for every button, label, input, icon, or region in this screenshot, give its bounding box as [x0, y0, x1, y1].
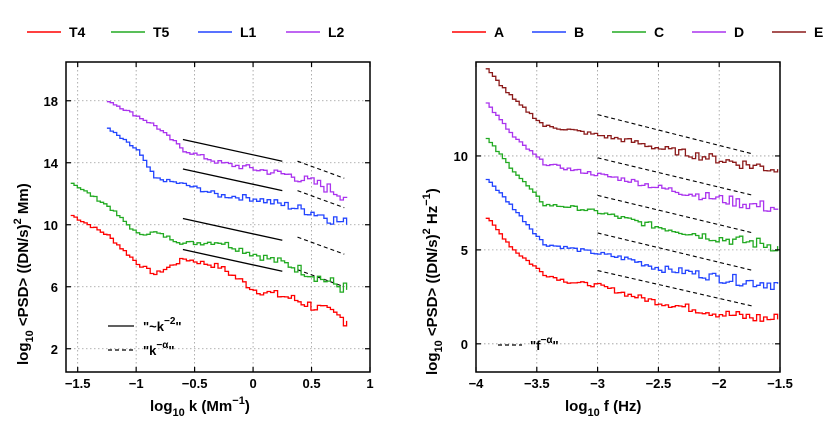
right-legend: A B C D E: [452, 24, 823, 40]
series-line-A: [485, 217, 779, 322]
y-tick-label: 6: [51, 280, 58, 295]
legend-label-T4: T4: [69, 24, 86, 40]
series-line-D: [485, 102, 779, 212]
x-tick-label: −4: [469, 376, 485, 391]
x-tick-label: 1: [366, 376, 373, 391]
dashed-fit-line: [597, 232, 754, 272]
series-line-C: [485, 137, 779, 252]
x-tick-label: −2.5: [646, 376, 672, 391]
legend-label-L2: L2: [328, 24, 345, 40]
series-line-L2: [106, 101, 348, 201]
dashed-fit-line: [297, 190, 345, 209]
left-series-lines: [70, 101, 348, 327]
left-plot-frame: [65, 61, 371, 373]
left-legend: T4 T5 L1 L2: [27, 24, 345, 40]
dashed-fit-line: [597, 194, 754, 234]
right-y-axis-label: log10 <PSD> ((DN/s)2 Hz−1): [421, 188, 445, 375]
solid-fit-key-label: "~k−2": [143, 316, 182, 334]
legend-label-A: A: [494, 24, 504, 40]
x-tick-label: −1.5: [65, 376, 91, 391]
x-tick-label: −3.5: [524, 376, 550, 391]
legend-label-D: D: [734, 24, 744, 40]
x-tick-label: −3: [590, 376, 605, 391]
right-series-lines: [485, 68, 779, 322]
legend-label-B: B: [574, 24, 584, 40]
right-tick-marks: −4 −3.5 −3 −2.5 −2 −1.5 0 5 10: [454, 62, 793, 391]
series-line-T4: [70, 214, 348, 327]
solid-fit-line: [182, 168, 283, 192]
y-tick-label: 10: [44, 218, 58, 233]
dashed-fit-line: [597, 157, 754, 196]
series-line-L1: [106, 127, 348, 225]
x-tick-label: −1.5: [767, 376, 793, 391]
dashed-fit-line: [297, 160, 345, 179]
x-tick-label: −2: [712, 376, 727, 391]
legend-label-E: E: [814, 24, 823, 40]
right-fit-annotation: "f−α": [498, 335, 559, 353]
legend-label-C: C: [654, 24, 664, 40]
left-x-axis-label: log10 k (Mm−1): [150, 395, 250, 419]
right-gridlines: [475, 62, 781, 372]
dashed-fit-key-label: "k−α": [143, 340, 175, 358]
y-tick-label: 18: [44, 94, 58, 109]
y-tick-label: 0: [461, 337, 468, 352]
series-line-B: [485, 178, 779, 291]
y-tick-label: 10: [454, 149, 468, 164]
dashed-fit-line: [297, 236, 345, 255]
x-tick-label: 0: [249, 376, 256, 391]
left-fit-annotation: "~k−2" "k−α": [108, 316, 182, 358]
series-line-E: [485, 68, 779, 173]
right-plot-frame: [475, 61, 781, 373]
dashed-fit-line: [597, 114, 754, 155]
x-tick-label: −0.5: [182, 376, 208, 391]
left-chart-panel: −1.5 −1 −0.5 0 0.5 1 2 6 10 14 18 "~k−2" "k−α" log…: [12, 24, 374, 419]
legend-label-L1: L1: [240, 24, 257, 40]
dashed-fit-line: [597, 270, 754, 307]
legend-label-T5: T5: [153, 24, 170, 40]
y-tick-label: 14: [44, 156, 59, 171]
solid-fit-line: [182, 248, 283, 272]
x-tick-label: 0.5: [302, 376, 320, 391]
right-dashed-fit-key-label: "f−α": [530, 335, 559, 353]
right-fit-lines: [597, 114, 754, 307]
solid-fit-line: [182, 138, 283, 162]
y-tick-label: 5: [461, 243, 468, 258]
series-line-T5: [70, 182, 348, 293]
y-tick-label: 2: [51, 342, 58, 357]
left-y-axis-label: log10 <PSD> ((DN/s)2 Mm): [12, 183, 36, 365]
solid-fit-line: [182, 217, 283, 241]
left-tick-marks: −1.5 −1 −0.5 0 0.5 1 2 6 10 14 18: [44, 62, 374, 391]
right-x-axis-label: log10 f (Hz): [565, 398, 641, 419]
right-chart-panel: −4 −3.5 −3 −2.5 −2 −1.5 0 5 10 "f−α" log10 f (Hz…: [421, 24, 823, 419]
x-tick-label: −1: [129, 376, 144, 391]
